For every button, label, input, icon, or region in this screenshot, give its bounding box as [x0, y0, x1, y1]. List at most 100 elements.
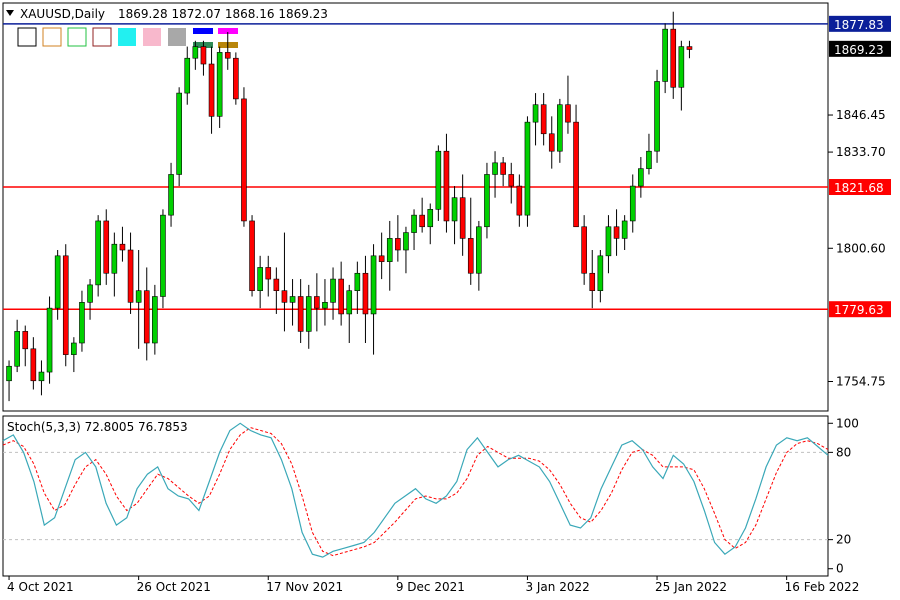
candle-body	[79, 302, 85, 344]
candle-body	[516, 185, 523, 216]
candle	[621, 215, 628, 251]
candle	[192, 40, 199, 70]
candle	[581, 215, 587, 285]
candle-body	[476, 226, 482, 274]
candle	[289, 279, 296, 326]
stoch-tick-label: 0	[836, 562, 844, 576]
candle	[216, 46, 223, 128]
candle	[605, 215, 612, 274]
candle	[662, 23, 668, 94]
candle	[597, 250, 604, 303]
candle	[87, 279, 93, 320]
candle	[257, 255, 263, 309]
candle	[14, 319, 20, 373]
candle-body	[87, 284, 93, 303]
candle-body	[273, 278, 280, 291]
candle-body	[305, 296, 312, 332]
candle	[540, 93, 547, 146]
candle	[160, 209, 166, 309]
candle	[330, 267, 336, 320]
stoch-panel	[2, 415, 829, 577]
swatch-orange[interactable]	[42, 27, 62, 47]
candle-body	[654, 81, 660, 152]
candle	[484, 162, 490, 239]
candle-body	[378, 255, 385, 262]
candle-body	[135, 290, 142, 303]
candle-body	[467, 238, 474, 274]
candle-body	[411, 214, 417, 233]
candle-body	[500, 162, 506, 175]
candle-body	[613, 226, 620, 239]
candle-body	[103, 220, 110, 274]
candle	[184, 46, 191, 105]
candle-body	[176, 92, 182, 175]
swatch-pink[interactable]	[143, 28, 161, 46]
candle-body	[354, 272, 361, 291]
swatch-black[interactable]	[17, 27, 37, 47]
candle	[46, 296, 53, 384]
candle	[467, 197, 474, 285]
candle-body	[6, 365, 12, 382]
price-panel	[2, 2, 829, 412]
price-tick-label: 1846.45	[836, 108, 886, 122]
candle-body	[621, 220, 628, 239]
candle-body	[249, 220, 255, 291]
candle-body	[524, 121, 531, 216]
candle-body	[152, 296, 158, 344]
swatch-gray[interactable]	[168, 28, 186, 46]
candle	[500, 157, 506, 187]
candle-body	[224, 52, 231, 59]
candle	[443, 133, 450, 233]
candle-body	[508, 174, 515, 187]
swatch-magenta[interactable]	[218, 28, 238, 34]
candle	[95, 215, 101, 297]
candle-body	[257, 267, 263, 291]
hline-price-box	[829, 179, 891, 196]
candle	[38, 360, 45, 396]
hline-price-label: 1877.83	[834, 18, 884, 32]
candle-body	[573, 121, 579, 228]
x-tick-label: 26 Oct 2021	[137, 580, 211, 594]
candle	[79, 290, 85, 352]
candle-body	[62, 255, 69, 355]
candle-body	[30, 348, 37, 382]
candle-body	[638, 168, 644, 187]
candle-body	[443, 150, 450, 222]
candle	[629, 174, 636, 233]
candle	[30, 337, 37, 390]
candle-body	[289, 296, 296, 303]
swatch-blue[interactable]	[193, 28, 213, 34]
candle	[314, 273, 320, 332]
candle	[589, 250, 596, 309]
candle-body	[589, 272, 596, 291]
down-triangle-icon[interactable]	[6, 10, 14, 16]
candle-body	[314, 296, 320, 309]
candle-body	[362, 272, 369, 315]
symbol-label: XAUUSD,Daily	[20, 7, 105, 21]
candle	[451, 186, 458, 245]
candle	[395, 215, 401, 262]
candle-body	[216, 52, 223, 117]
candle	[419, 197, 425, 233]
candle-body	[435, 150, 442, 210]
swatch-cyan[interactable]	[118, 28, 136, 46]
candle-body	[265, 267, 272, 280]
candle-body	[459, 197, 466, 239]
candle	[378, 232, 385, 280]
candle	[476, 220, 482, 291]
candle	[297, 279, 304, 343]
candle	[135, 250, 142, 349]
candle-body	[484, 174, 490, 228]
price-tick-label: 1754.75	[836, 375, 886, 389]
candle-body	[403, 232, 409, 251]
candle	[103, 209, 110, 285]
swatch-green[interactable]	[67, 27, 87, 47]
candle-body	[127, 249, 134, 303]
stoch-main-line	[2, 422, 829, 558]
swatch-darkred[interactable]	[92, 27, 112, 47]
candle	[670, 11, 677, 99]
x-tick-label: 25 Jan 2022	[655, 580, 727, 594]
candle-body	[46, 307, 53, 373]
candle-body	[427, 209, 434, 228]
